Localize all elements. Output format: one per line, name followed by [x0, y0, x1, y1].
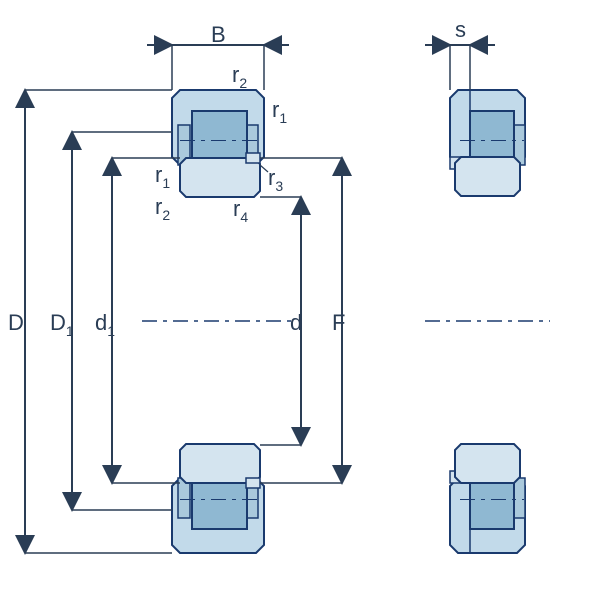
label-r1b: r1 [155, 162, 170, 191]
label-D1: D1 [50, 310, 74, 339]
label-d: d [290, 310, 302, 335]
label-s: s [455, 17, 466, 42]
label-r3: r3 [268, 165, 283, 194]
label-D: D [8, 310, 24, 335]
aux-view [425, 90, 550, 553]
label-B: B [211, 22, 226, 47]
label-r1a: r1 [272, 97, 287, 126]
label-r2b: r2 [155, 194, 170, 223]
label-F: F [332, 310, 345, 335]
bearing-diagram: BsDD1d1dFr2r1r1r3r2r4 [0, 0, 600, 600]
inner-ring-bot [180, 444, 260, 483]
label-r4: r4 [233, 196, 248, 225]
label-r2a: r2 [232, 62, 247, 91]
inner-ring-top [180, 158, 260, 197]
